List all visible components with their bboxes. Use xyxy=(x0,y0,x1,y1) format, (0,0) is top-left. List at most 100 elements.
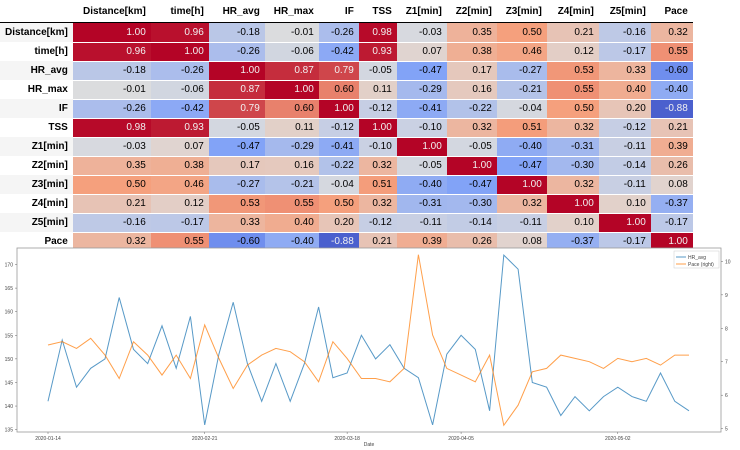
table-cell: -0.26 xyxy=(150,61,209,81)
table-cell: 1.00 xyxy=(598,213,651,233)
table-cell: 0.21 xyxy=(650,118,693,138)
column-header: Z5[min] xyxy=(598,0,651,23)
table-cell: -0.16 xyxy=(72,213,151,233)
table-row: Z4[min] 0.21 0.12 0.53 0.55 0.50 0.32 -0.31 -0.3… xyxy=(0,194,693,214)
table-cell: -0.40 xyxy=(496,137,547,157)
table-cell: -0.42 xyxy=(318,42,359,62)
y-left-tick-label: 165 xyxy=(5,286,14,292)
y-right-tick-label: 6 xyxy=(725,393,728,399)
table-cell: 1.00 xyxy=(72,22,151,43)
table-cell: -0.29 xyxy=(396,80,447,100)
table-cell: -0.60 xyxy=(208,232,265,252)
row-header: Z4[min] xyxy=(0,194,73,213)
table-cell: -0.12 xyxy=(598,118,651,138)
table-cell: -0.14 xyxy=(598,156,651,176)
column-header: Z4[min] xyxy=(546,0,599,23)
row-header: time[h] xyxy=(0,42,73,61)
table-cell: -0.10 xyxy=(396,118,447,138)
table-cell: 0.46 xyxy=(150,175,209,195)
table-cell: 0.21 xyxy=(72,194,151,214)
y-left-tick-label: 160 xyxy=(5,310,14,316)
table-cell: 1.00 xyxy=(208,61,265,81)
table-cell: 0.32 xyxy=(446,118,497,138)
table-cell: -0.37 xyxy=(650,194,693,214)
table-cell: 0.33 xyxy=(208,213,265,233)
table-cell: 1.00 xyxy=(650,232,693,252)
table-cell: -0.30 xyxy=(546,156,599,176)
table-cell: -0.88 xyxy=(650,99,693,119)
table-cell: 0.38 xyxy=(446,42,497,62)
row-header: Z1[min] xyxy=(0,137,73,156)
y-right-tick-label: 8 xyxy=(725,326,728,332)
table-cell: -0.12 xyxy=(358,213,397,233)
table-row: Z5[min] -0.16 -0.17 0.33 0.40 0.20 -0.12 -0.11-… xyxy=(0,213,693,233)
table-cell: 0.35 xyxy=(446,22,497,43)
column-header: Distance[km] xyxy=(72,0,151,23)
table-cell: -0.14 xyxy=(446,213,497,233)
table-cell: 0.32 xyxy=(72,232,151,252)
table-cell: 0.55 xyxy=(264,194,319,214)
y-right-tick-label: 9 xyxy=(725,293,728,299)
table-cell: 1.00 xyxy=(496,175,547,195)
table-cell: 1.00 xyxy=(446,156,497,176)
table-row: TSS 0.98 0.93 -0.05 0.11 -0.12 1.00 -0.10 0.32 0.… xyxy=(0,118,693,138)
column-header: HR_max xyxy=(264,0,319,23)
table-cell: 0.98 xyxy=(72,118,151,138)
table-cell: -0.11 xyxy=(496,213,547,233)
table-cell: 0.17 xyxy=(208,156,265,176)
legend-label: Pace (right) xyxy=(688,262,714,268)
table-row: HR_avg -0.18 -0.26 1.00 0.87 0.79 -0.05 -0.47 0.… xyxy=(0,61,693,81)
table-cell: 0.50 xyxy=(72,175,151,195)
table-cell: 0.07 xyxy=(150,137,209,157)
row-header: HR_max xyxy=(0,80,73,99)
table-cell: -0.27 xyxy=(208,175,265,195)
row-header: IF xyxy=(0,99,73,118)
table-row: time[h] 0.96 1.00 -0.26 -0.06 -0.42 0.93 0.07 0.… xyxy=(0,42,693,62)
table-cell: 0.10 xyxy=(546,213,599,233)
y-left-tick-label: 150 xyxy=(5,357,14,363)
column-header: TSS xyxy=(358,0,397,23)
table-cell: 0.40 xyxy=(598,80,651,100)
table-cell: -0.04 xyxy=(496,99,547,119)
series-line-pace-right- xyxy=(47,254,689,427)
table-cell: -0.29 xyxy=(264,137,319,157)
table-cell: -0.18 xyxy=(72,61,151,81)
table-cell: -0.05 xyxy=(358,61,397,81)
table-cell: -0.16 xyxy=(598,22,651,43)
table-cell: 0.26 xyxy=(650,156,693,176)
table-cell: -0.22 xyxy=(318,156,359,176)
table-cell: 0.32 xyxy=(546,118,599,138)
table-cell: -0.06 xyxy=(264,42,319,62)
table-cell: -0.12 xyxy=(358,99,397,119)
line-chart: 135 140 145 150 155 160 165 170 5 6 7 8 9 10 2020-01-1… xyxy=(5,247,731,448)
y-left-tick-label: 140 xyxy=(5,404,14,410)
table-cell: -0.41 xyxy=(396,99,447,119)
plot-frame xyxy=(16,247,722,433)
table-cell: 0.55 xyxy=(650,42,693,62)
table-cell: -0.17 xyxy=(598,42,651,62)
row-header: HR_avg xyxy=(0,61,73,80)
table-cell: -0.05 xyxy=(208,118,265,138)
column-header: IF xyxy=(318,0,359,23)
table-cell: 0.96 xyxy=(150,22,209,43)
table-cell: 0.51 xyxy=(496,118,547,138)
table-cell: -0.18 xyxy=(208,22,265,43)
table-cell: 0.53 xyxy=(546,61,599,81)
table-cell: 0.46 xyxy=(496,42,547,62)
table-cell: -0.27 xyxy=(496,61,547,81)
table-cell: 0.07 xyxy=(396,42,447,62)
table-cell: 0.32 xyxy=(496,194,547,214)
table-cell: 1.00 xyxy=(358,118,397,138)
table-cell: 1.00 xyxy=(318,99,359,119)
table-header-row: Distance[km] time[h] HR_avg HR_max IF TSS Z1[m… xyxy=(0,0,693,23)
table-cell: 0.32 xyxy=(650,22,693,43)
table-cell: 0.10 xyxy=(598,194,651,214)
row-header: Z2[min] xyxy=(0,156,73,175)
correlation-table: Distance[km] time[h] HR_avg HR_max IF TSS Z1[m… xyxy=(0,0,693,252)
table-cell: -0.47 xyxy=(396,61,447,81)
y-right-tick-label: 10 xyxy=(725,259,731,265)
column-header: Pace xyxy=(650,0,693,23)
row-header: Z3[min] xyxy=(0,175,73,194)
table-cell: -0.31 xyxy=(546,137,599,157)
table-cell: -0.03 xyxy=(72,137,151,157)
